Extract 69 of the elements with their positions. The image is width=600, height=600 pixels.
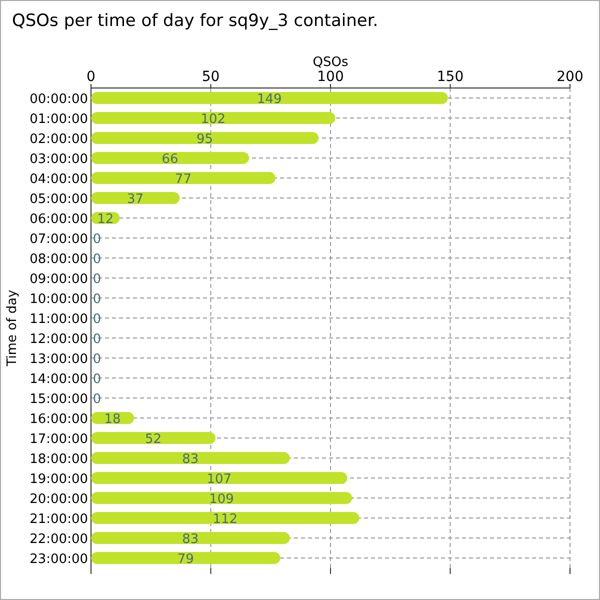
y-tick-label: 04:00:00 xyxy=(30,172,88,187)
x-tick-label: 0 xyxy=(86,69,96,85)
y-tick-label: 10:00:00 xyxy=(30,292,88,307)
y-tick-label: 05:00:00 xyxy=(30,192,88,207)
bar xyxy=(91,512,360,524)
data-label: 37 xyxy=(127,192,144,207)
y-tick-label: 15:00:00 xyxy=(30,392,88,407)
data-label: 52 xyxy=(144,432,162,447)
data-label: 112 xyxy=(212,512,238,527)
data-label: 102 xyxy=(200,112,226,127)
data-label: 66 xyxy=(162,152,178,167)
data-label: 149 xyxy=(257,92,282,107)
bar xyxy=(91,112,336,124)
data-label: 0 xyxy=(92,252,102,267)
data-label: 109 xyxy=(209,492,234,507)
bar xyxy=(91,472,348,484)
y-tick-label: 01:00:00 xyxy=(30,112,88,127)
y-tick-label: 00:00:00 xyxy=(30,92,88,107)
x-axis-title: QSOs xyxy=(312,55,348,70)
y-tick-label: 14:00:00 xyxy=(30,372,88,387)
data-label: 0 xyxy=(92,312,102,327)
data-label: 107 xyxy=(206,472,232,487)
y-tick-label: 22:00:00 xyxy=(30,532,88,547)
x-tick-label: 50 xyxy=(202,69,220,85)
data-label: 83 xyxy=(182,532,199,547)
bar xyxy=(91,92,448,104)
y-tick-label: 21:00:00 xyxy=(30,512,88,527)
bar xyxy=(91,552,280,564)
y-tick-label: 06:00:00 xyxy=(30,212,88,227)
y-tick-label: 08:00:00 xyxy=(30,252,88,267)
y-tick-label: 16:00:00 xyxy=(30,412,88,427)
bar xyxy=(91,132,319,144)
bar xyxy=(91,192,180,204)
y-tick-label: 23:00:00 xyxy=(30,552,88,567)
data-label: 0 xyxy=(92,352,102,367)
data-label: 77 xyxy=(174,172,192,187)
y-tick-label: 20:00:00 xyxy=(30,492,88,507)
y-tick-label: 18:00:00 xyxy=(30,452,88,467)
bar xyxy=(91,452,290,464)
chart-title: QSOs per time of day for sq9y_3 container. xyxy=(12,11,378,31)
data-label: 0 xyxy=(92,292,102,307)
bar xyxy=(91,152,250,164)
data-label: 12 xyxy=(97,212,114,227)
x-tick-label: 100 xyxy=(317,69,344,85)
y-tick-label: 11:00:00 xyxy=(30,312,88,327)
y-tick-label: 19:00:00 xyxy=(30,472,88,487)
data-label: 18 xyxy=(104,412,121,427)
y-tick-label: 07:00:00 xyxy=(30,232,88,247)
y-tick-label: 17:00:00 xyxy=(30,432,88,447)
y-axis-title: Time of day xyxy=(5,289,20,368)
data-label: 0 xyxy=(92,372,102,387)
data-label: 0 xyxy=(92,232,102,247)
x-tick-label: 150 xyxy=(436,69,464,85)
y-tick-label: 09:00:00 xyxy=(30,272,88,287)
data-label: 0 xyxy=(92,392,102,407)
data-label: 83 xyxy=(182,452,199,467)
bar xyxy=(91,172,276,184)
y-tick-label: 12:00:00 xyxy=(30,332,88,347)
y-tick-label: 03:00:00 xyxy=(30,152,88,167)
data-label: 0 xyxy=(92,272,102,287)
x-tick-label: 200 xyxy=(556,69,584,85)
data-label: 79 xyxy=(177,552,194,567)
data-label: 0 xyxy=(92,332,102,347)
bar xyxy=(91,432,216,444)
y-tick-label: 13:00:00 xyxy=(30,352,88,367)
data-label: 95 xyxy=(196,132,214,147)
bar xyxy=(91,532,290,544)
y-tick-label: 02:00:00 xyxy=(30,132,88,147)
bar xyxy=(91,492,352,504)
